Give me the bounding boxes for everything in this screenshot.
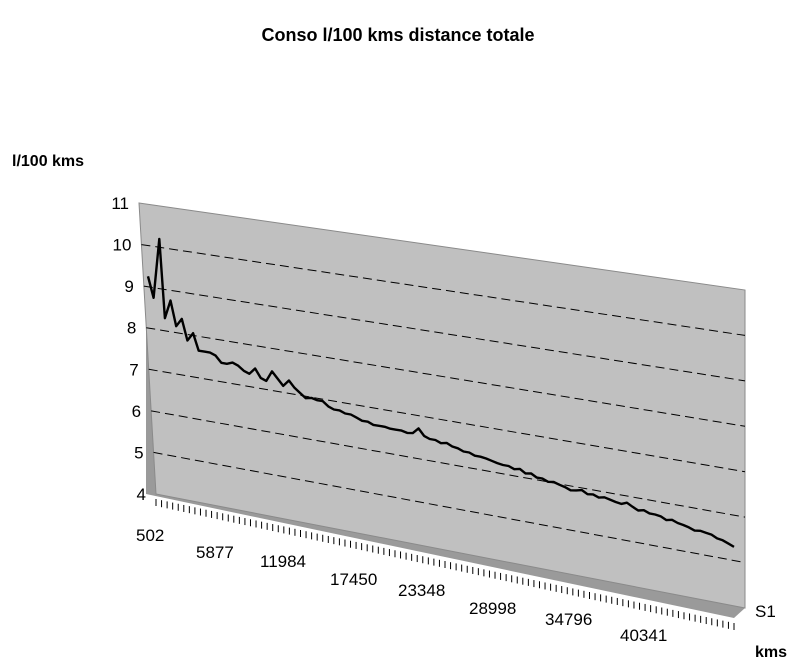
x-tick-label: 11984 (260, 552, 306, 571)
chart-back-wall (138, 202, 746, 609)
x-tick-label: 40341 (620, 626, 667, 645)
x-tick-label: 5877 (196, 543, 234, 562)
gridline (141, 244, 746, 336)
x-tick-label: 34796 (545, 610, 592, 629)
grid-lines (141, 244, 746, 564)
y-tick-label: 6 (132, 402, 141, 421)
gridline (148, 368, 746, 473)
series-label-s1: S1 (755, 602, 776, 621)
x-tick-label: 17450 (330, 570, 377, 589)
chart-floor (146, 494, 745, 618)
x-axis-title: kms (755, 644, 787, 661)
y-tick-label: 5 (134, 443, 143, 462)
x-tick-label: 28998 (469, 599, 516, 618)
y-tick-label: 4 (137, 485, 146, 504)
gridline (153, 451, 746, 564)
y-tick-label: 9 (124, 277, 133, 296)
y-tick-label: 7 (129, 360, 138, 379)
chart-title: Conso l/100 kms distance totale (261, 25, 534, 45)
y-axis-ticks: 4 5 6 7 8 9 10 11 (111, 194, 146, 504)
series-line-s1 (146, 237, 735, 548)
gridline (151, 410, 746, 518)
x-axis-ticks: 502 5877 11984 17450 23348 28998 34796 40341 (136, 499, 735, 645)
x-tick-label: 23348 (398, 581, 445, 600)
x-tick-label: 502 (136, 526, 164, 545)
gridline (143, 285, 746, 382)
y-axis-title: l/100 kms (12, 153, 84, 170)
gridline (146, 327, 746, 427)
y-tick-label: 10 (113, 236, 132, 255)
y-tick-label: 11 (111, 194, 129, 213)
y-tick-label: 8 (127, 319, 136, 338)
